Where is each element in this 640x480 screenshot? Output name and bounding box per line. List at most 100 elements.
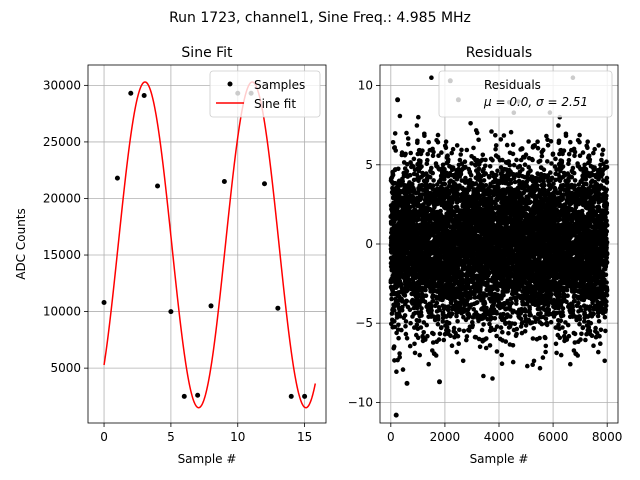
residual-point: [494, 311, 500, 316]
residual-point: [397, 351, 402, 356]
residual-point: [423, 337, 428, 342]
legend-sine-fit-label: Sine fit: [254, 97, 296, 111]
residual-point: [484, 336, 489, 341]
residual-point: [512, 321, 518, 327]
residual-point: [390, 172, 396, 178]
residual-point: [393, 148, 399, 153]
residual-point: [417, 352, 423, 358]
residual-point: [450, 165, 456, 170]
sample-point: [114, 175, 120, 181]
residual-point: [446, 320, 452, 326]
residual-point: [407, 307, 413, 313]
residual-point: [464, 147, 470, 153]
residual-point: [404, 162, 410, 167]
residual-point: [392, 131, 398, 136]
sine-fit-x-ticks: 0 5 10 15: [100, 423, 312, 444]
residual-point: [431, 280, 437, 285]
residual-point: [477, 292, 483, 298]
residual-point: [421, 330, 427, 335]
residual-point: [427, 174, 433, 180]
residual-point: [464, 337, 469, 343]
residual-point: [495, 168, 500, 174]
residual-point: [412, 350, 418, 356]
residual-point: [405, 136, 411, 141]
residual-point: [483, 183, 489, 188]
sine-fit-grid: [88, 65, 326, 423]
residual-point: [494, 324, 500, 329]
residual-point: [429, 165, 434, 171]
residual-point: [389, 311, 395, 316]
residual-point: [403, 324, 408, 329]
residual-point: [436, 337, 442, 342]
residual-point: [425, 151, 431, 157]
residual-point: [414, 123, 420, 128]
residual-point: [415, 151, 421, 157]
residual-point: [445, 307, 451, 313]
residual-point: [437, 307, 443, 313]
sample-point: [221, 179, 227, 185]
residual-point: [446, 157, 451, 162]
residual-point: [489, 327, 494, 333]
residual-point: [481, 322, 486, 327]
residual-point: [407, 172, 413, 178]
residual-point: [404, 336, 410, 341]
residual-point: [487, 321, 492, 327]
residual-point: [404, 298, 410, 304]
residual-point: [443, 145, 449, 151]
residual-point: [445, 153, 450, 158]
residual-point: [493, 133, 498, 138]
residual-point: [501, 133, 507, 138]
residual-point: [394, 369, 399, 375]
residual-point: [479, 327, 485, 333]
residual-point: [396, 335, 401, 341]
residual-point: [483, 157, 488, 163]
residual-point: [422, 299, 428, 305]
sine-fit-y-label: ADC Counts: [14, 208, 28, 280]
sine-fit-axes-frame: [87, 64, 327, 424]
sine-fit-plot-area: [101, 81, 317, 409]
residual-point: [473, 163, 479, 168]
residual-point: [514, 331, 519, 337]
residual-point: [511, 162, 517, 168]
residual-point: [449, 311, 455, 317]
residual-point: [476, 137, 481, 143]
residual-point: [452, 334, 457, 340]
residual-point: [470, 323, 476, 328]
residual-point: [416, 318, 422, 324]
sample-point: [181, 393, 187, 399]
residual-point: [416, 114, 421, 120]
residual-point: [395, 205, 400, 211]
residual-point: [430, 170, 436, 176]
residual-point: [441, 337, 447, 343]
residual-point: [391, 344, 397, 349]
residual-point: [424, 178, 430, 183]
residual-point: [400, 304, 405, 310]
residual-point: [415, 294, 421, 300]
residual-point: [435, 139, 441, 145]
residual-point: [483, 163, 488, 169]
residual-point: [503, 339, 509, 344]
residual-point: [397, 113, 403, 119]
residual-point: [424, 161, 430, 167]
residual-point: [446, 304, 452, 309]
residual-point: [403, 319, 409, 324]
sine-fit-x-label: Sample #: [178, 452, 237, 466]
residual-point: [437, 331, 443, 337]
residual-point: [514, 157, 519, 163]
sample-point: [141, 93, 147, 99]
residual-point: [439, 150, 444, 155]
residual-point: [482, 301, 488, 306]
residual-point: [404, 168, 410, 174]
sine-fit-x-tick-label: 0: [100, 430, 108, 444]
residual-point: [499, 352, 505, 358]
sample-point: [302, 393, 308, 399]
residual-point: [489, 129, 494, 134]
residual-point: [416, 217, 421, 222]
residual-point: [463, 175, 468, 181]
residual-point: [510, 151, 516, 157]
residual-point: [506, 331, 511, 336]
residual-point: [431, 178, 436, 183]
residual-point: [435, 321, 441, 327]
residual-point: [442, 181, 448, 187]
